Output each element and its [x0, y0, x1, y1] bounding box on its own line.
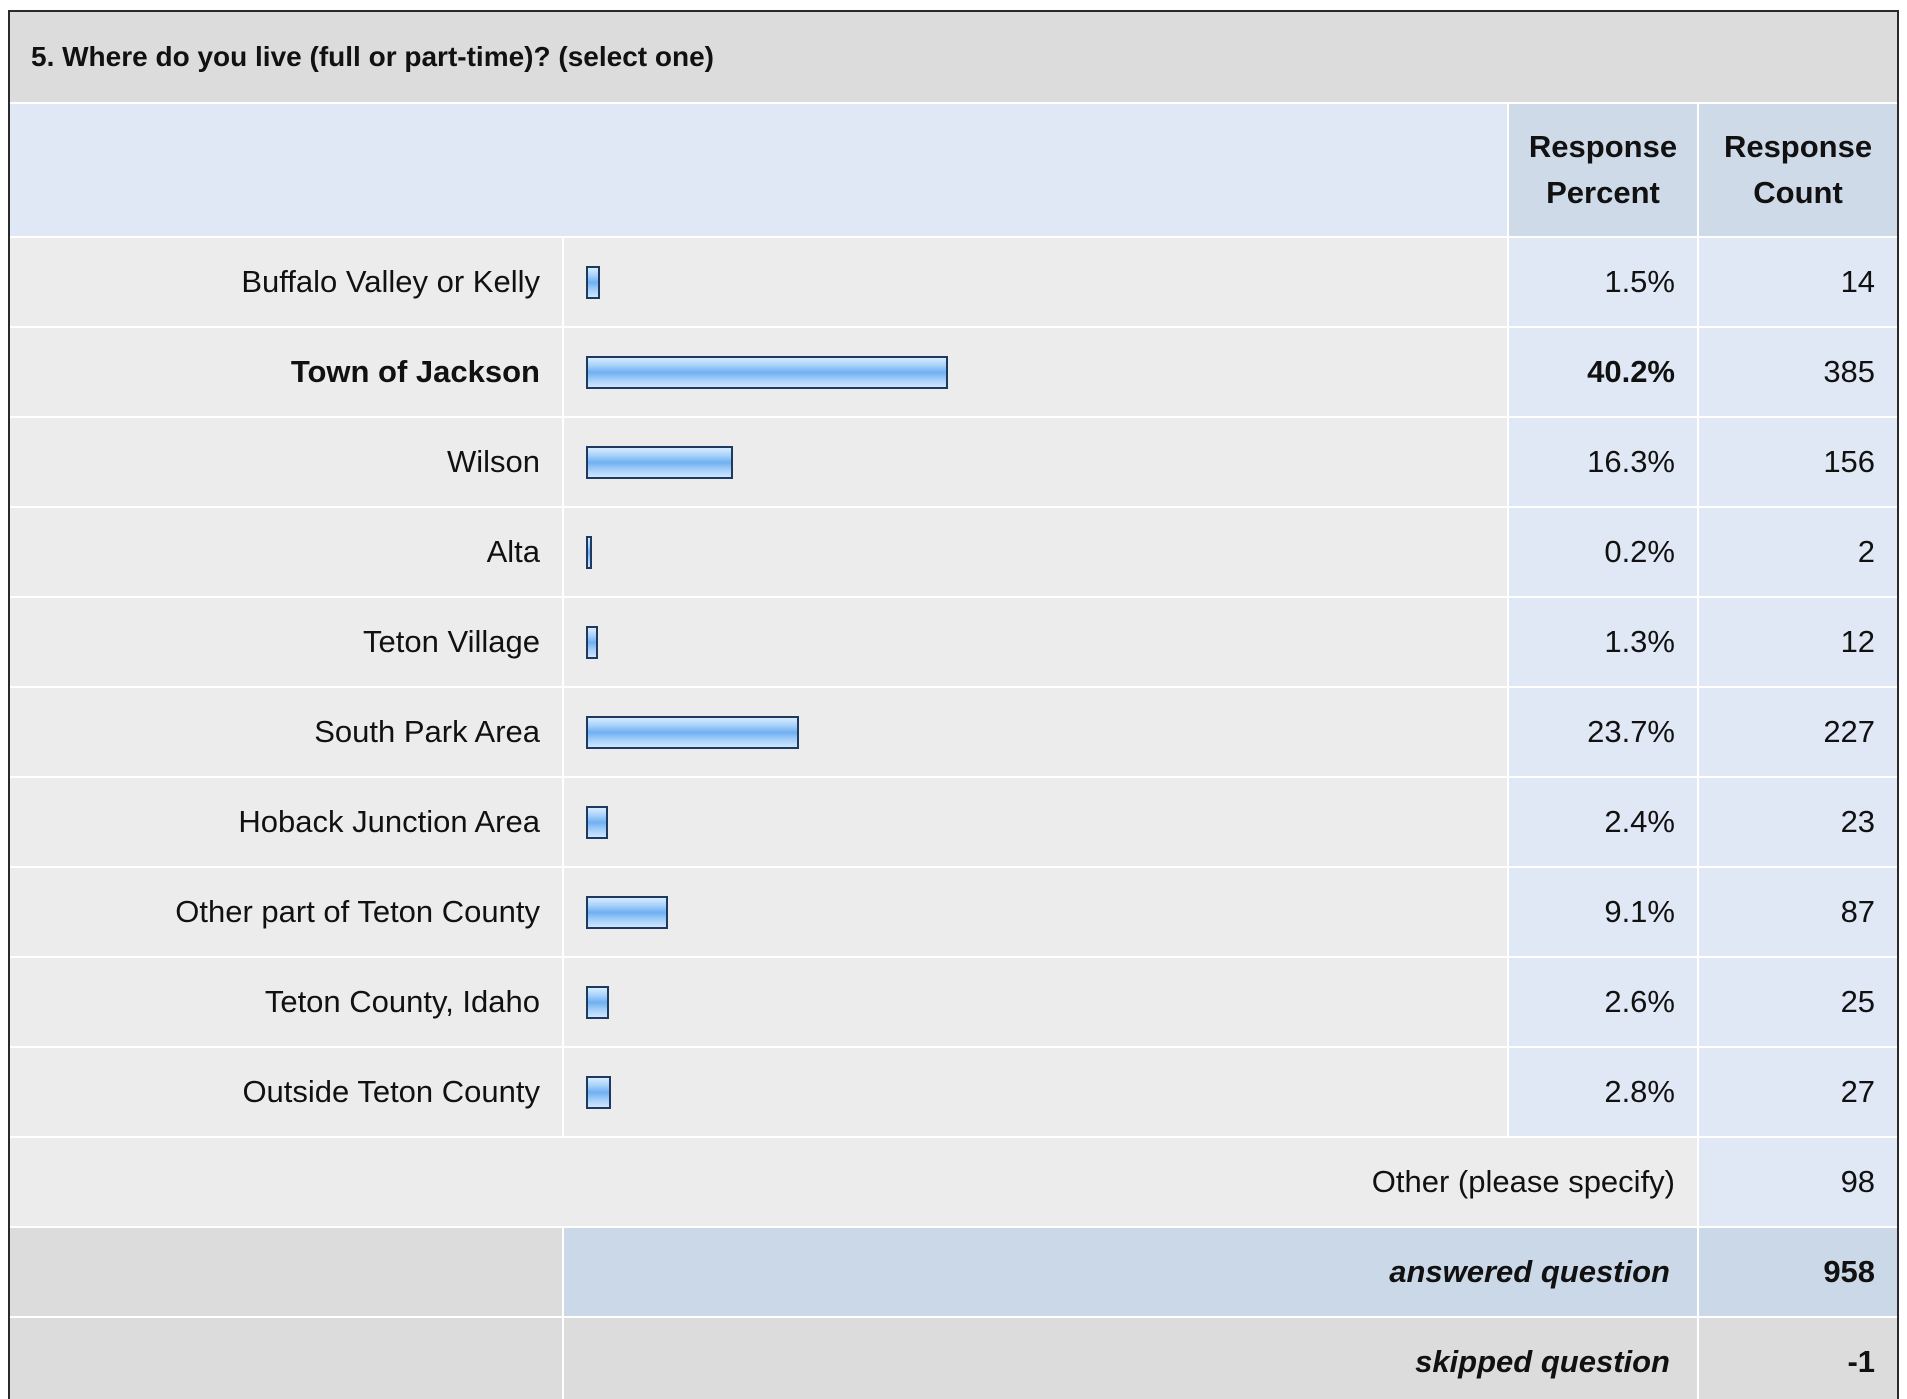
answered-blank: [10, 1227, 563, 1318]
response-percent: 1.5%: [1507, 237, 1698, 328]
survey-table: 5. Where do you live (full or part-time)…: [10, 12, 1897, 1399]
response-row: Alta 0.2% 2: [10, 507, 1897, 598]
response-count: 227: [1696, 687, 1897, 778]
category-label: Buffalo Valley or Kelly: [10, 237, 564, 328]
bar-cell: [563, 777, 1508, 868]
response-row: Other part of Teton County 9.1% 87: [10, 867, 1897, 958]
category-label: Other part of Teton County: [10, 867, 564, 958]
bar: [586, 895, 668, 929]
response-count-header-line2: Count: [1753, 175, 1843, 210]
response-row: Outside Teton County 2.8% 27: [10, 1047, 1897, 1138]
other-row: Other (please specify) 98: [10, 1137, 1897, 1228]
bar: [586, 625, 598, 659]
response-percent: 2.8%: [1507, 1047, 1698, 1138]
bar: [586, 445, 733, 479]
bar-cell: [563, 867, 1508, 958]
response-percent: 2.4%: [1507, 777, 1698, 868]
response-row: Teton County, Idaho 2.6% 25: [10, 957, 1897, 1048]
response-count-header-line1: Response: [1723, 129, 1873, 164]
response-percent: 2.6%: [1507, 957, 1698, 1048]
response-percent-header-line1: Response: [1528, 129, 1678, 164]
other-label: Other (please specify): [10, 1137, 1698, 1228]
category-label: Alta: [10, 507, 564, 598]
question-row: 5. Where do you live (full or part-time)…: [10, 12, 1897, 104]
bar-cell: [563, 507, 1508, 598]
response-count: 25: [1696, 957, 1897, 1048]
bar-cell: [563, 687, 1508, 778]
response-percent-header-line2: Percent: [1546, 175, 1660, 210]
bar: [586, 535, 592, 569]
header-blank: [10, 103, 1508, 238]
response-percent-header: Response Percent: [1507, 103, 1698, 238]
skipped-row: skipped question -1: [10, 1317, 1897, 1399]
response-percent: 0.2%: [1507, 507, 1698, 598]
bar: [586, 805, 608, 839]
survey-results-panel: 5. Where do you live (full or part-time)…: [8, 10, 1899, 1399]
response-count: 14: [1696, 237, 1897, 328]
bar: [586, 355, 948, 389]
other-count: 98: [1696, 1137, 1897, 1228]
response-count: 27: [1696, 1047, 1897, 1138]
response-row: Hoback Junction Area 2.4% 23: [10, 777, 1897, 868]
question-title: 5. Where do you live (full or part-time)…: [10, 12, 1897, 104]
response-count: 2: [1696, 507, 1897, 598]
response-percent: 9.1%: [1507, 867, 1698, 958]
response-row: Teton Village 1.3% 12: [10, 597, 1897, 688]
answered-label: answered question: [562, 1227, 1698, 1318]
response-row: South Park Area 23.7% 227: [10, 687, 1897, 778]
category-label: Hoback Junction Area: [10, 777, 564, 868]
skipped-blank: [10, 1317, 563, 1399]
bar: [586, 985, 609, 1019]
response-row: Town of Jackson 40.2% 385: [10, 327, 1897, 418]
response-row: Buffalo Valley or Kelly 1.5% 14: [10, 237, 1897, 328]
response-count: 23: [1696, 777, 1897, 868]
header-row: Response Percent Response Count: [10, 103, 1897, 238]
category-label: Outside Teton County: [10, 1047, 564, 1138]
response-percent: 1.3%: [1507, 597, 1698, 688]
bar-cell: [563, 957, 1508, 1048]
answered-row: answered question 958: [10, 1227, 1897, 1318]
skipped-label: skipped question: [562, 1317, 1698, 1399]
category-label: South Park Area: [10, 687, 564, 778]
bar-cell: [563, 417, 1508, 508]
response-count: 385: [1696, 327, 1897, 418]
response-percent: 40.2%: [1507, 327, 1698, 418]
response-count: 87: [1696, 867, 1897, 958]
category-label: Town of Jackson: [10, 327, 564, 418]
answered-value: 958: [1696, 1227, 1897, 1318]
response-count: 156: [1696, 417, 1897, 508]
bar: [586, 1075, 611, 1109]
response-count: 12: [1696, 597, 1897, 688]
response-count-header: Response Count: [1696, 103, 1897, 238]
bar-cell: [563, 237, 1508, 328]
category-label: Teton County, Idaho: [10, 957, 564, 1048]
bar-cell: [563, 597, 1508, 688]
response-percent: 23.7%: [1507, 687, 1698, 778]
bar-cell: [563, 1047, 1508, 1138]
bar: [586, 715, 799, 749]
category-label: Teton Village: [10, 597, 564, 688]
response-percent: 16.3%: [1507, 417, 1698, 508]
bar-cell: [563, 327, 1508, 418]
skipped-value: -1: [1696, 1317, 1897, 1399]
category-label: Wilson: [10, 417, 564, 508]
bar: [586, 265, 600, 299]
response-row: Wilson 16.3% 156: [10, 417, 1897, 508]
